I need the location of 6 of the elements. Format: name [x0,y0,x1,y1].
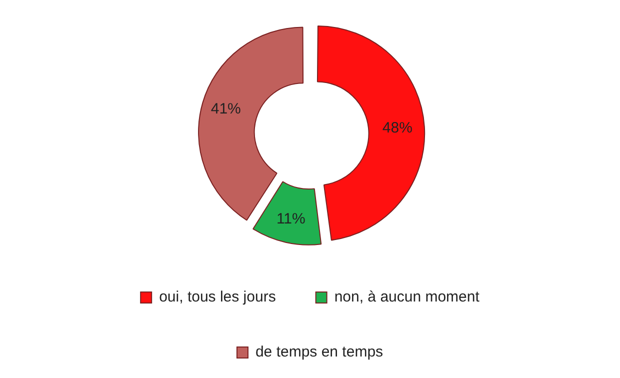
legend-label: non, à aucun moment [334,288,480,306]
data-label: 41% [210,100,241,118]
data-label: 11% [276,210,306,228]
legend-label: de temps en temps [255,344,384,361]
data-label: 48% [382,120,412,137]
legend-label: oui, tous les jours [159,288,276,306]
